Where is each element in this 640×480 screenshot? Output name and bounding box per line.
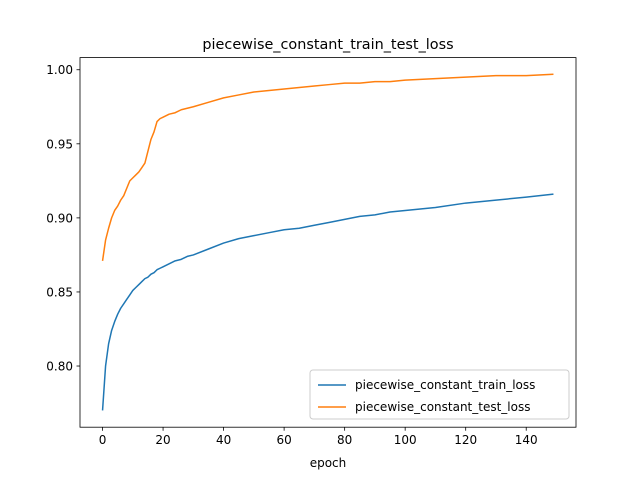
chart-title: piecewise_constant_train_test_loss — [202, 37, 453, 53]
legend-label-test: piecewise_constant_test_loss — [355, 400, 531, 414]
y-tick-label: 0.85 — [46, 285, 73, 299]
legend-label-train: piecewise_constant_train_loss — [355, 378, 535, 392]
legend-box — [309, 369, 570, 420]
x-axis-label: epoch — [310, 456, 347, 470]
y-tick-label: 0.80 — [46, 360, 73, 374]
series-line-train — [101, 193, 554, 411]
legend: piecewise_constant_train_loss piecewise_… — [309, 369, 570, 420]
x-tick-label: 140 — [515, 433, 538, 447]
x-tick-label: 100 — [394, 433, 417, 447]
plot-frame — [79, 57, 577, 428]
x-tick-label: 0 — [99, 433, 107, 447]
x-tick-label: 80 — [337, 433, 352, 447]
series-layer — [101, 73, 554, 411]
series-line-test — [101, 73, 554, 261]
ticks-layer: 0 20 40 60 80 100 120 140 0.80 0.85 0.90 0.95 1.00 — [46, 63, 537, 447]
y-tick-label: 0.95 — [46, 137, 73, 151]
y-tick-label: 1.00 — [46, 63, 73, 77]
x-tick-label: 120 — [454, 433, 477, 447]
x-tick-label: 20 — [155, 433, 170, 447]
x-tick-label: 60 — [276, 433, 291, 447]
y-tick-label: 0.90 — [46, 211, 73, 225]
x-tick-label: 40 — [216, 433, 231, 447]
